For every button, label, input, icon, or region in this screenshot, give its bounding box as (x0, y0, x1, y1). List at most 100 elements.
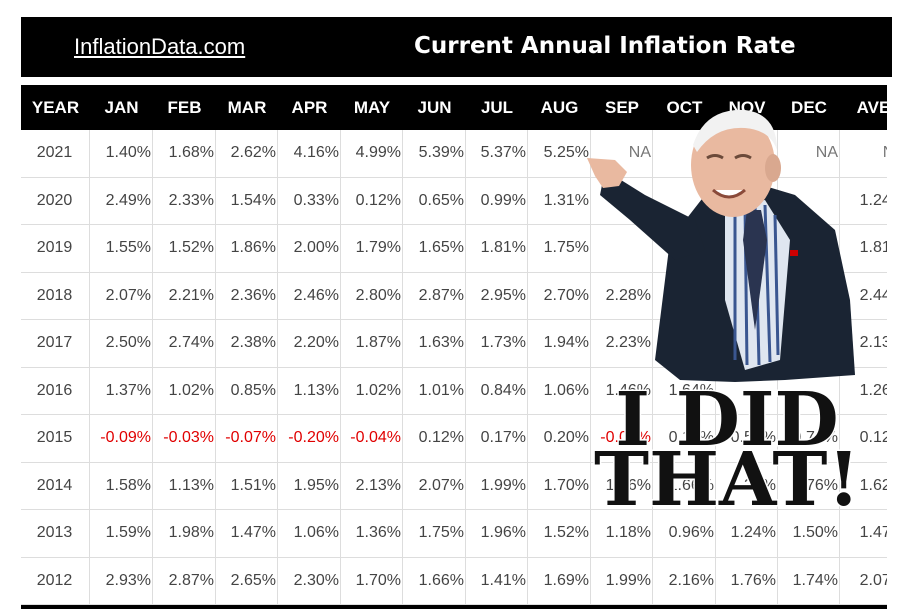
rate-cell: 1.87% (341, 320, 403, 368)
rate-cell: 2.21% (153, 272, 216, 320)
rate-cell: 1.40% (90, 130, 153, 178)
rate-cell: 1.75% (528, 225, 591, 273)
rate-cell: 5.37% (466, 130, 528, 178)
rate-cell: 4.16% (278, 130, 341, 178)
rate-cell: -0.04% (591, 415, 653, 463)
rate-cell: -0.20% (278, 415, 341, 463)
rate-cell: 2.07% (840, 557, 887, 605)
table-row: 2016 1.37% 1.02% 0.85% 1.13% 1.02% 1.01% 0.84% 1… (21, 367, 887, 415)
rate-cell: NA (840, 130, 887, 178)
rate-cell: 1.66% (653, 462, 716, 510)
year-cell: 2015 (21, 415, 90, 463)
rate-cell: 2.16% (653, 557, 716, 605)
table-header-row: YEAR JAN FEB MAR APR MAY JUN JUL AUG SEP OCT NOV DEC… (21, 85, 887, 130)
rate-cell: 1.98% (153, 510, 216, 558)
rate-cell: 5.39% (403, 130, 466, 178)
rate-cell: 2.46% (278, 272, 341, 320)
table-row: 2021 1.40% 1.68% 2.62% 4.16% 4.99% 5.39% 5.37% 5… (21, 130, 887, 178)
rate-cell: -0.07% (216, 415, 278, 463)
table-row: 2014 1.58% 1.13% 1.51% 1.95% 2.13% 2.07% 1.99% 1… (21, 462, 887, 510)
year-cell: 2019 (21, 225, 90, 273)
rate-cell: 2.49% (90, 177, 153, 225)
table-body: 2021 1.40% 1.68% 2.62% 4.16% 4.99% 5.39% 5.37% 5… (21, 130, 887, 605)
rate-cell: 1.81% (840, 225, 887, 273)
rate-cell: 0.17% (653, 415, 716, 463)
rate-cell: 1.79% (341, 225, 403, 273)
rate-cell: 0.12% (840, 415, 887, 463)
rate-cell: 1.99% (591, 557, 653, 605)
rate-cell: 1.24% (716, 510, 778, 558)
rate-cell: 1.55% (90, 225, 153, 273)
year-cell: 2018 (21, 272, 90, 320)
column-header-apr: APR (278, 85, 341, 130)
rate-cell: 0.76% (778, 462, 840, 510)
rate-cell: 1.68% (153, 130, 216, 178)
column-header-oct: OCT (653, 85, 716, 130)
rate-cell: 0.17% (466, 415, 528, 463)
rate-cell: 1.95% (278, 462, 341, 510)
rate-cell: 1.06% (278, 510, 341, 558)
rate-cell: 2.74% (153, 320, 216, 368)
table-row: 2012 2.93% 2.87% 2.65% 2.30% 1.70% 1.66% 1.41% 1… (21, 557, 887, 605)
column-header-dec: DEC (778, 85, 840, 130)
rate-cell: 1.06% (528, 367, 591, 415)
rate-cell: 1.51% (216, 462, 278, 510)
rate-cell: 1.46% (591, 367, 653, 415)
rate-cell: 2.33% (153, 177, 216, 225)
rate-cell: 2.87% (153, 557, 216, 605)
rate-cell: 0.12% (341, 177, 403, 225)
column-header-may: MAY (341, 85, 403, 130)
rate-cell: 2.93% (90, 557, 153, 605)
rate-cell: 1.32% (716, 462, 778, 510)
rate-cell: 2.07% (403, 462, 466, 510)
year-cell: 2021 (21, 130, 90, 178)
rate-cell: -0.04% (341, 415, 403, 463)
year-cell: 2014 (21, 462, 90, 510)
year-cell: 2012 (21, 557, 90, 605)
rate-cell: 2.87% (403, 272, 466, 320)
rate-cell: 1.76% (716, 557, 778, 605)
rate-cell: 2.00% (278, 225, 341, 273)
rate-cell: 0.50% (716, 415, 778, 463)
ear (765, 154, 781, 182)
rate-cell: 4.99% (341, 130, 403, 178)
rate-cell: 1.94% (528, 320, 591, 368)
table-row: 2019 1.55% 1.52% 1.86% 2.00% 1.79% 1.65% 1.81% 1… (21, 225, 887, 273)
column-header-ave: AVE (840, 85, 887, 130)
rate-cell: 1.31% (528, 177, 591, 225)
rate-cell: 1.74% (778, 557, 840, 605)
rate-cell: 1.70% (341, 557, 403, 605)
rate-cell: 0.73% (778, 415, 840, 463)
rate-cell: 1.58% (90, 462, 153, 510)
rate-cell: 1.47% (840, 510, 887, 558)
rate-cell: 1.47% (216, 510, 278, 558)
rate-cell: 2.95% (466, 272, 528, 320)
rate-cell: 2.62% (216, 130, 278, 178)
rate-cell (591, 225, 653, 273)
rate-cell: 1.52% (153, 225, 216, 273)
year-cell: 2017 (21, 320, 90, 368)
rate-cell: 2.30% (278, 557, 341, 605)
rate-cell: 1.96% (466, 510, 528, 558)
rate-cell: 1.75% (403, 510, 466, 558)
rate-cell: 1.73% (466, 320, 528, 368)
rate-cell: 2.70% (528, 272, 591, 320)
rate-cell: 2.20% (278, 320, 341, 368)
site-link[interactable]: InflationData.com (74, 34, 246, 59)
head (691, 113, 775, 217)
rate-cell: 1.59% (90, 510, 153, 558)
rate-cell: 1.18% (591, 510, 653, 558)
rate-cell: 0.85% (216, 367, 278, 415)
rate-cell: 1.86% (216, 225, 278, 273)
rate-cell: -0.03% (153, 415, 216, 463)
rate-cell: 1.01% (403, 367, 466, 415)
rate-cell: 1.13% (278, 367, 341, 415)
column-header-jan: JAN (90, 85, 153, 130)
rate-cell: 2.80% (341, 272, 403, 320)
table-row: 2013 1.59% 1.98% 1.47% 1.06% 1.36% 1.75% 1.96% 1… (21, 510, 887, 558)
pointing-hand (587, 158, 627, 188)
rate-cell: 1.69% (528, 557, 591, 605)
inflation-table: YEAR JAN FEB MAR APR MAY JUN JUL AUG SEP OCT NOV DEC… (21, 85, 887, 605)
rate-cell: 1.99% (466, 462, 528, 510)
column-header-jun: JUN (403, 85, 466, 130)
